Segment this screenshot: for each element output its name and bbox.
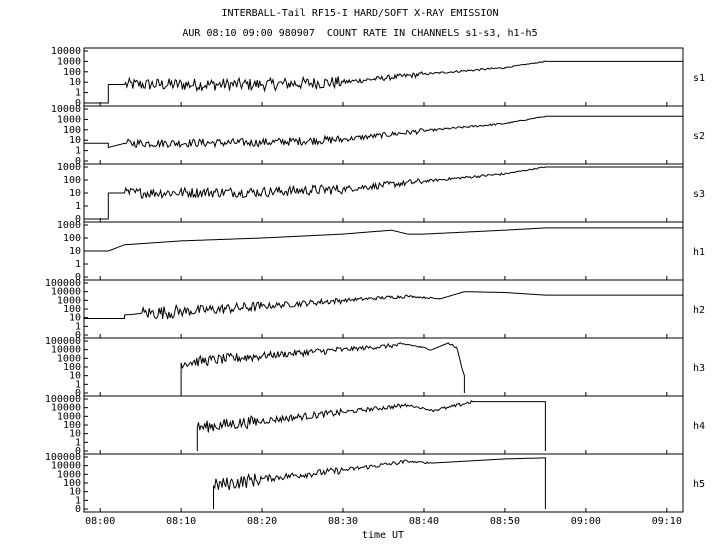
panel-label-h5: h5 [693,479,705,490]
series-line-h2 [84,291,683,320]
y-tick-label: 0 [75,330,81,341]
y-tick-label: 1 [75,88,81,99]
x-axis-label: time UT [362,530,404,541]
y-tick-label: 10000 [51,287,81,298]
y-tick-label: 10 [69,313,81,324]
y-tick-label: 10 [69,135,81,146]
y-tick-label: 0 [75,214,81,225]
series-line-s1 [84,60,683,104]
y-tick-label: 100 [63,420,81,431]
y-tick-label: 100 [63,478,81,489]
y-tick-label: 1 [75,437,81,448]
y-tick-label: 10 [69,246,81,257]
panel-label-h2: h2 [693,305,705,316]
panel-frame-h4 [83,395,684,455]
x-tick-label: 09:10 [652,516,682,527]
y-tick-label: 10000 [51,461,81,472]
series-line-s3 [84,166,683,220]
y-tick-label: 0 [75,272,81,283]
y-tick-label: 10000 [51,104,81,115]
panel-frame-h5 [83,453,684,513]
y-tick-label: 0 [75,446,81,457]
x-tick-label: 09:00 [571,516,601,527]
y-tick-label: 1000 [57,353,81,364]
chart-subtitle: AUR 08:10 09:00 980907 COUNT RATE IN CHA… [182,28,538,39]
y-tick-label: 10 [69,487,81,498]
y-tick-label: 100 [63,175,81,186]
panel-frame-s2 [83,105,684,165]
y-tick-label: 100000 [45,278,81,289]
y-tick-label: 100 [63,362,81,373]
panel-frame-h2 [83,279,684,339]
y-tick-label: 1000 [57,469,81,480]
y-tick-label: 0 [75,388,81,399]
panel-frame-s1 [83,47,684,107]
y-tick-label: 10000 [51,46,81,57]
panel-label-h3: h3 [693,363,705,374]
y-tick-label: 1 [75,495,81,506]
panel-label-s2: s2 [693,131,705,142]
y-tick-label: 100 [63,304,81,315]
y-tick-label: 100 [63,125,81,136]
y-tick-label: 1 [75,201,81,212]
y-tick-label: 100 [63,67,81,78]
x-tick-label: 08:00 [85,516,115,527]
series-line-h1 [84,227,683,252]
y-tick-label: 1000 [57,295,81,306]
y-tick-label: 1000 [57,162,81,173]
chart-title: INTERBALL-Tail RF15-I HARD/SOFT X-RAY EM… [221,8,499,19]
y-tick-label: 100 [63,233,81,244]
y-tick-label: 1000 [57,56,81,67]
x-tick-label: 08:20 [247,516,277,527]
y-tick-label: 1000 [57,411,81,422]
y-tick-label: 100000 [45,394,81,405]
x-tick-label: 08:40 [409,516,439,527]
y-tick-label: 0 [75,98,81,109]
panel-frame-h3 [83,337,684,397]
y-tick-label: 1000 [57,220,81,231]
panel-label-h1: h1 [693,247,705,258]
x-tick-label: 08:50 [490,516,520,527]
y-tick-label: 10 [69,77,81,88]
y-tick-label: 10 [69,429,81,440]
series-line-h5 [213,457,546,509]
y-tick-label: 1 [75,259,81,270]
panel-frame-s3 [83,163,684,223]
panel-label-h4: h4 [693,421,705,432]
y-tick-label: 10000 [51,345,81,356]
y-tick-label: 1 [75,321,81,332]
panel-label-s1: s1 [693,73,705,84]
series-line-h3 [180,342,465,393]
series-line-s2 [84,115,683,149]
series-line-h4 [196,400,546,451]
y-tick-label: 1000 [57,114,81,125]
y-tick-label: 1 [75,146,81,157]
y-tick-label: 0 [75,504,81,515]
y-tick-label: 1 [75,379,81,390]
y-tick-label: 10 [69,188,81,199]
y-tick-label: 10000 [51,403,81,414]
y-tick-label: 10 [69,371,81,382]
y-tick-label: 0 [75,156,81,167]
x-tick-label: 08:30 [328,516,358,527]
panel-label-s3: s3 [693,189,705,200]
y-tick-label: 100000 [45,336,81,347]
x-tick-label: 08:10 [166,516,196,527]
y-tick-label: 100000 [45,452,81,463]
